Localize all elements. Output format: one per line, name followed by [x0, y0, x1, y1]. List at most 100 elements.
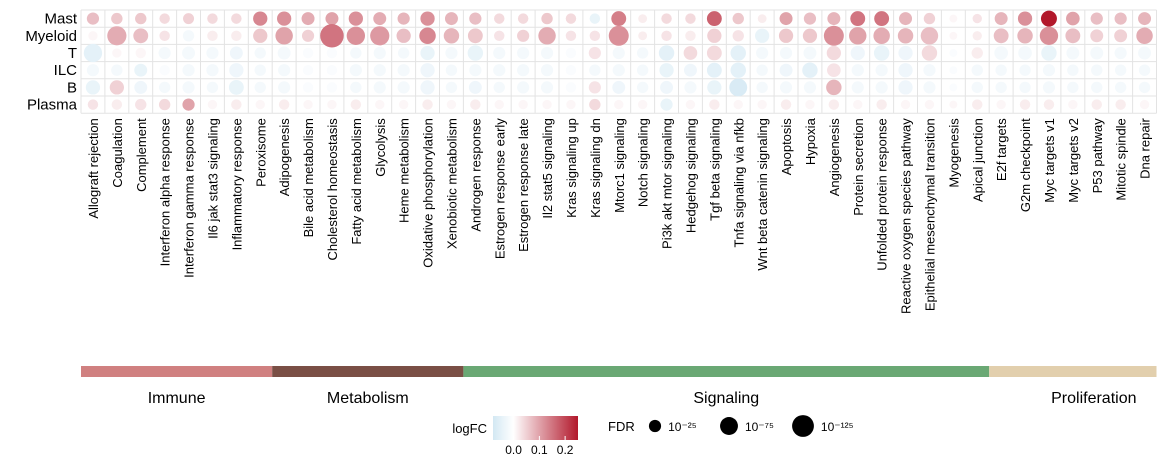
dot — [278, 81, 291, 94]
column-label: Xenobiotic metabolism — [444, 118, 459, 249]
column-label: Androgen response — [468, 118, 483, 231]
dot — [444, 12, 458, 26]
dot — [636, 81, 649, 94]
dot — [493, 46, 506, 60]
dot — [158, 81, 171, 94]
dot — [993, 28, 1009, 44]
dot — [370, 26, 390, 46]
dot — [135, 98, 147, 111]
row-label-b: B — [67, 79, 77, 96]
column-label: Wnt beta catenin signaling — [755, 118, 770, 270]
column-label: Tgf beta signaling — [707, 118, 722, 221]
dot — [1138, 81, 1151, 94]
dot — [1114, 81, 1127, 94]
column-label: Peroxisome — [253, 118, 268, 187]
dot — [1067, 64, 1079, 76]
grid — [80, 9, 1157, 114]
column-label: Fatty acid metabolism — [349, 118, 364, 244]
dot — [325, 12, 339, 26]
dot — [1019, 99, 1031, 110]
dot — [802, 62, 818, 78]
dot — [1136, 27, 1153, 45]
dot — [803, 81, 817, 94]
dot — [853, 99, 863, 110]
category-label-proliferation: Proliferation — [1051, 390, 1136, 407]
category-bar-metabolism — [272, 366, 464, 377]
dot — [589, 30, 601, 42]
dot — [897, 28, 914, 44]
dot — [614, 99, 624, 110]
dot — [231, 30, 242, 42]
dot — [207, 13, 218, 24]
dot — [327, 99, 337, 110]
dot — [730, 45, 746, 61]
dot — [612, 64, 625, 77]
dot — [637, 99, 648, 110]
dot — [1039, 26, 1059, 45]
dot — [709, 99, 720, 110]
dot — [1017, 28, 1033, 44]
dot — [566, 99, 576, 110]
dot — [254, 64, 266, 76]
dot — [659, 63, 674, 78]
dot — [924, 99, 935, 110]
dot — [757, 14, 767, 24]
dot — [1139, 99, 1150, 110]
dot — [111, 12, 123, 25]
dot — [326, 64, 338, 76]
dot — [517, 13, 529, 24]
dot — [779, 12, 793, 26]
column-label: Inflammatory response — [229, 118, 244, 250]
dot — [326, 82, 338, 93]
legend-color-tick-label: 0.1 — [531, 443, 548, 457]
dot — [494, 13, 505, 24]
dot — [445, 46, 458, 60]
dot — [1090, 29, 1104, 43]
dot — [158, 46, 171, 60]
dot — [470, 99, 481, 110]
dot — [445, 64, 458, 76]
dot — [420, 45, 435, 61]
dot — [685, 30, 696, 42]
dot — [949, 14, 958, 23]
dot — [949, 49, 958, 57]
dot — [228, 79, 244, 95]
dot — [851, 64, 864, 77]
dot — [253, 11, 268, 26]
dot — [278, 99, 290, 110]
dot — [898, 80, 913, 95]
dot — [920, 27, 939, 45]
dot — [467, 45, 484, 61]
dot — [850, 11, 866, 27]
dot — [493, 64, 506, 77]
column-label: P53 pathway — [1090, 118, 1105, 194]
dot — [443, 28, 460, 44]
dot — [518, 99, 528, 110]
dot — [874, 11, 890, 27]
dot — [730, 62, 746, 78]
dot — [706, 62, 722, 78]
dot — [349, 64, 362, 77]
column-label: Kras signaling dn — [588, 118, 603, 218]
dot — [923, 64, 936, 77]
dot — [900, 99, 911, 110]
legend-size-dot — [720, 417, 738, 435]
row-label-ilc: ILC — [54, 62, 78, 79]
dot — [779, 46, 793, 60]
legend-size-label: 10⁻²⁵ — [668, 420, 697, 434]
column-label: Glycolysis — [373, 118, 388, 177]
dot — [608, 25, 629, 46]
dot — [802, 28, 818, 43]
dot — [949, 31, 958, 40]
dot — [182, 30, 195, 42]
column-label: Oxidative phosphorylation — [421, 118, 436, 268]
dot — [588, 81, 601, 94]
dot — [1040, 10, 1057, 27]
legend-color-bar — [493, 416, 578, 440]
legend-size-label: 10⁻¹²⁵ — [821, 420, 854, 434]
dot — [494, 99, 504, 110]
dot — [823, 25, 844, 46]
dot — [612, 46, 625, 60]
dot — [565, 47, 577, 59]
column-label: Notch signaling — [636, 118, 651, 207]
